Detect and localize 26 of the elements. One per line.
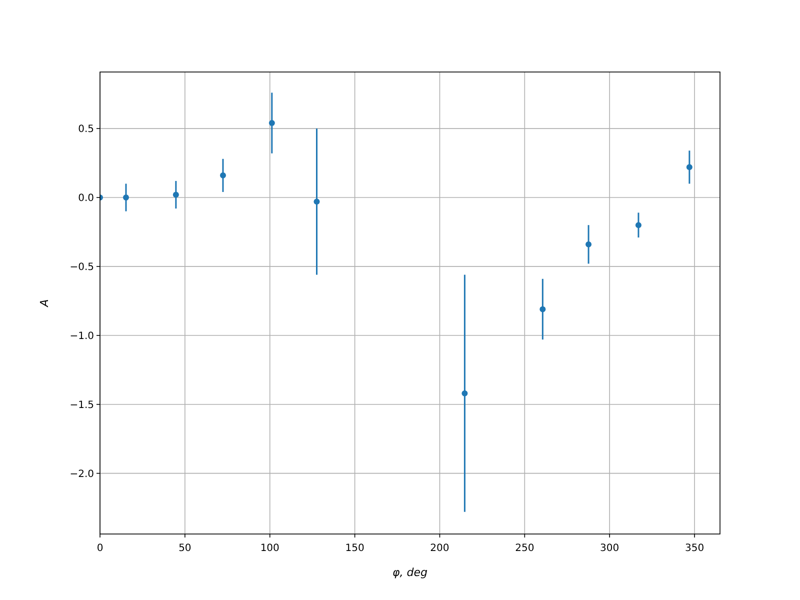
point <box>268 120 275 126</box>
y-axis-title: A <box>38 299 51 308</box>
x-tick-label: 300 <box>600 543 620 554</box>
y-tick-label: 0.0 <box>78 193 94 204</box>
point <box>172 192 179 198</box>
y-tick-label: −2.0 <box>70 468 94 480</box>
point <box>314 198 320 205</box>
x-tick-label: 350 <box>684 543 704 554</box>
x-axis-title: φ, deg <box>392 566 428 579</box>
y-tick-label: 0.5 <box>78 124 94 136</box>
x-tick-label: 50 <box>178 543 192 554</box>
point <box>635 222 642 228</box>
point <box>122 194 129 200</box>
point <box>686 164 692 170</box>
y-tick-label: −0.5 <box>70 262 94 273</box>
point <box>462 390 468 396</box>
x-tick-label: 200 <box>430 543 450 554</box>
point <box>220 172 226 178</box>
point <box>586 241 592 248</box>
y-tick-label: −1.5 <box>70 400 94 411</box>
x-tick-label: 150 <box>345 543 364 554</box>
y-tick-label: −1.0 <box>70 330 94 342</box>
point <box>540 306 546 312</box>
x-tick-label: 0 <box>96 543 104 554</box>
x-tick-label: 100 <box>260 543 280 554</box>
x-tick-label: 250 <box>515 543 534 554</box>
